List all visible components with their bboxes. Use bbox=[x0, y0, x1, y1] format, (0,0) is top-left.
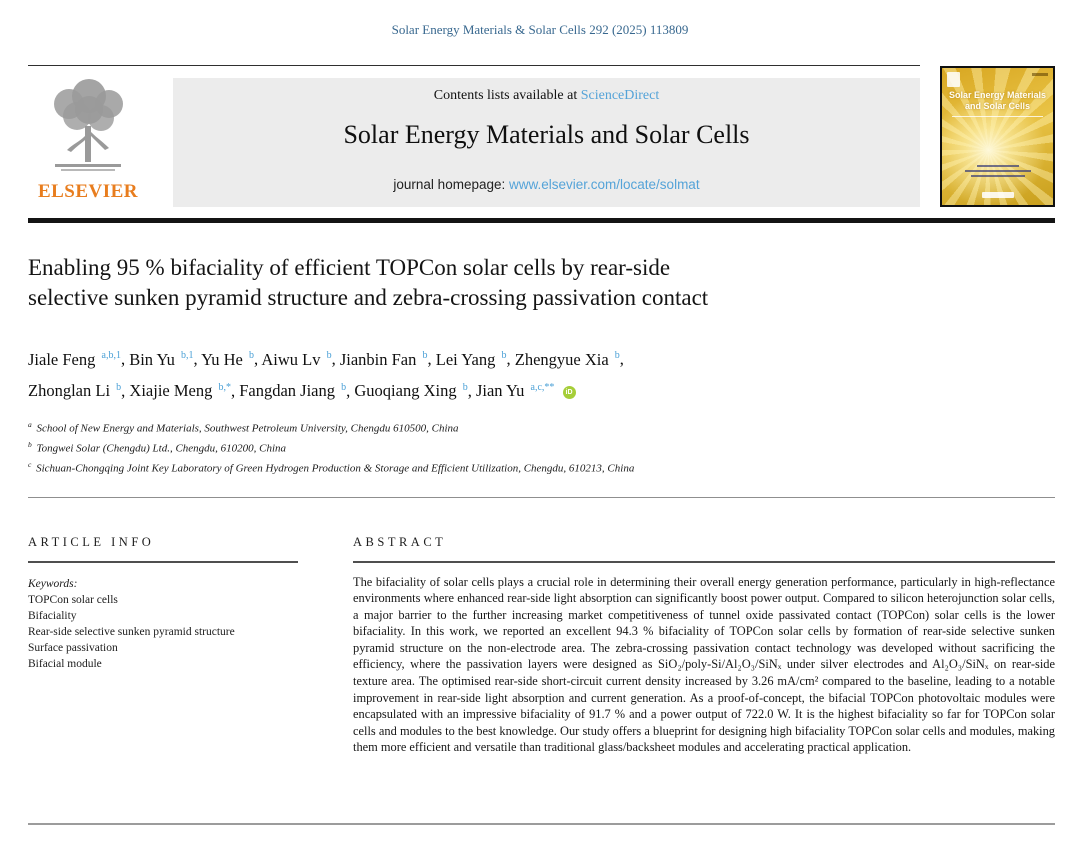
cover-sciencedirect-strip bbox=[981, 192, 1014, 198]
author: Zhengyue Xia b bbox=[515, 350, 620, 369]
cover-journal-title: Solar Energy Materials and Solar Cells bbox=[942, 90, 1053, 112]
affiliation: b Tongwei Solar (Chengdu) Ltd., Chengdu,… bbox=[28, 437, 1028, 457]
abstract-rule bbox=[353, 561, 1055, 563]
cover-publisher-mark-icon bbox=[947, 72, 960, 87]
article-title-line1: Enabling 95 % bifaciality of efficient T… bbox=[28, 255, 671, 280]
author: Jiale Feng a,b,1 bbox=[28, 350, 121, 369]
homepage-prefix-text: journal homepage: bbox=[393, 177, 509, 192]
elsevier-logo: ELSEVIER bbox=[28, 76, 148, 208]
author: Yu He b bbox=[201, 350, 254, 369]
journal-homepage-line: journal homepage: www.elsevier.com/locat… bbox=[173, 177, 920, 192]
author-name: Zhengyue Xia bbox=[514, 349, 609, 369]
author-name: Aiwu Lv bbox=[261, 349, 321, 369]
section-divider-rule bbox=[28, 497, 1055, 498]
header-divider-bar bbox=[28, 218, 1055, 223]
author-affiliation-superscript: b bbox=[341, 381, 347, 393]
affiliation-superscript: a bbox=[28, 420, 32, 429]
cover-editor-text-bars bbox=[942, 162, 1053, 177]
author: Jianbin Fan b bbox=[340, 350, 428, 369]
article-info-column: ARTICLE INFO Keywords: TOPCon solar cell… bbox=[28, 535, 298, 672]
author-affiliation-superscript: b,1 bbox=[181, 350, 194, 361]
author-affiliation-superscript: a,c,** bbox=[530, 381, 555, 393]
author: Zhonglan Li b bbox=[28, 381, 121, 400]
contents-prefix-text: Contents lists available at bbox=[433, 88, 581, 103]
keywords-label: Keywords: bbox=[28, 577, 78, 590]
author-affiliation-superscript: b bbox=[422, 350, 428, 361]
keyword-item: Rear-side selective sunken pyramid struc… bbox=[28, 625, 235, 638]
author-affiliation-superscript: b bbox=[614, 350, 620, 361]
author: Guoqiang Xing b bbox=[354, 381, 467, 400]
author: Aiwu Lv b bbox=[261, 350, 331, 369]
author-affiliation-superscript: b bbox=[249, 350, 254, 361]
author-list: Jiale Feng a,b,1, Bin Yu b,1, Yu He b, A… bbox=[28, 349, 624, 401]
journal-homepage-link[interactable]: www.elsevier.com/locate/solmat bbox=[509, 177, 700, 192]
author-name: Xiajie Meng bbox=[129, 381, 213, 400]
affiliation-superscript: c bbox=[28, 460, 32, 470]
author-name: Bin Yu bbox=[129, 349, 175, 369]
author-name: Jian Yu bbox=[475, 381, 525, 400]
author-affiliation-superscript: b bbox=[116, 381, 122, 393]
affiliation: c Sichuan-Chongqing Joint Key Laboratory… bbox=[28, 457, 1028, 477]
journal-cover-thumbnail[interactable]: Solar Energy Materials and Solar Cells bbox=[940, 66, 1055, 207]
journal-header-banner: Contents lists available at ScienceDirec… bbox=[173, 78, 920, 207]
elsevier-tree-icon bbox=[54, 79, 123, 171]
article-title-line2: selective sunken pyramid structure and z… bbox=[28, 285, 709, 310]
author-name: Lei Yang bbox=[435, 349, 496, 369]
author-affiliation-superscript: b bbox=[501, 350, 507, 361]
author: Lei Yang b bbox=[436, 350, 507, 369]
abstract-text: The bifaciality of solar cells plays a c… bbox=[353, 574, 1055, 755]
article-info-rule bbox=[28, 561, 298, 563]
author-affiliation-superscript: a,b,1 bbox=[101, 350, 121, 361]
author: Xiajie Meng b,* bbox=[129, 381, 231, 400]
author-name: Yu He bbox=[201, 349, 243, 369]
sciencedirect-link[interactable]: ScienceDirect bbox=[580, 88, 660, 103]
keyword-item: Surface passivation bbox=[28, 641, 118, 654]
journal-citation-link[interactable]: Solar Energy Materials & Solar Cells 292… bbox=[391, 22, 689, 37]
author-affiliation-superscript: b bbox=[326, 350, 332, 361]
cover-subtitle-rule bbox=[951, 116, 1043, 117]
cover-title-line2: and Solar Cells bbox=[964, 101, 1031, 111]
author: Bin Yu b,1 bbox=[129, 350, 193, 369]
affiliation-list: a School of New Energy and Materials, So… bbox=[28, 417, 1028, 477]
journal-name: Solar Energy Materials and Solar Cells bbox=[343, 120, 750, 149]
keyword-item: TOPCon solar cells bbox=[28, 593, 118, 606]
contents-list-line: Contents lists available at ScienceDirec… bbox=[173, 88, 920, 104]
author-name: Jianbin Fan bbox=[339, 349, 417, 369]
author-affiliation-superscript: b bbox=[462, 381, 468, 393]
affiliation-text: Sichuan-Chongqing Joint Key Laboratory o… bbox=[33, 462, 635, 475]
author-name: Guoqiang Xing bbox=[354, 381, 457, 400]
keyword-item: Bifacial module bbox=[28, 657, 102, 670]
author-name: Zhonglan Li bbox=[28, 381, 111, 400]
author-name: Fangdan Jiang bbox=[239, 381, 335, 400]
article-title: Enabling 95 % bifaciality of efficient T… bbox=[28, 253, 1033, 313]
keyword-item: Bifaciality bbox=[28, 609, 77, 622]
keywords-list: TOPCon solar cells Bifaciality Rear-side s… bbox=[28, 592, 298, 672]
cover-issn-bar bbox=[1032, 73, 1048, 76]
orcid-icon[interactable]: iD bbox=[562, 386, 576, 399]
affiliation-superscript: b bbox=[28, 440, 32, 450]
affiliation-text: Tongwei Solar (Chengdu) Ltd., Chengdu, 6… bbox=[33, 442, 287, 455]
author: Fangdan Jiang b bbox=[239, 381, 346, 400]
abstract-column: ABSTRACT The bifaciality of solar cells … bbox=[353, 535, 1055, 756]
header-top-rule bbox=[28, 65, 920, 66]
article-info-heading: ARTICLE INFO bbox=[28, 535, 155, 549]
cover-title-line1: Solar Energy Materials bbox=[948, 90, 1047, 100]
author-affiliation-superscript: b,* bbox=[218, 381, 231, 393]
affiliation: a School of New Energy and Materials, So… bbox=[28, 417, 1028, 437]
abstract-heading: ABSTRACT bbox=[353, 535, 447, 549]
author: Jian Yu a,c,** bbox=[476, 381, 554, 400]
elsevier-wordmark: ELSEVIER bbox=[37, 181, 139, 202]
affiliation-text: School of New Energy and Materials, Sout… bbox=[33, 422, 459, 435]
page-bottom-rule bbox=[28, 823, 1055, 825]
author-name: Jiale Feng bbox=[28, 349, 96, 369]
